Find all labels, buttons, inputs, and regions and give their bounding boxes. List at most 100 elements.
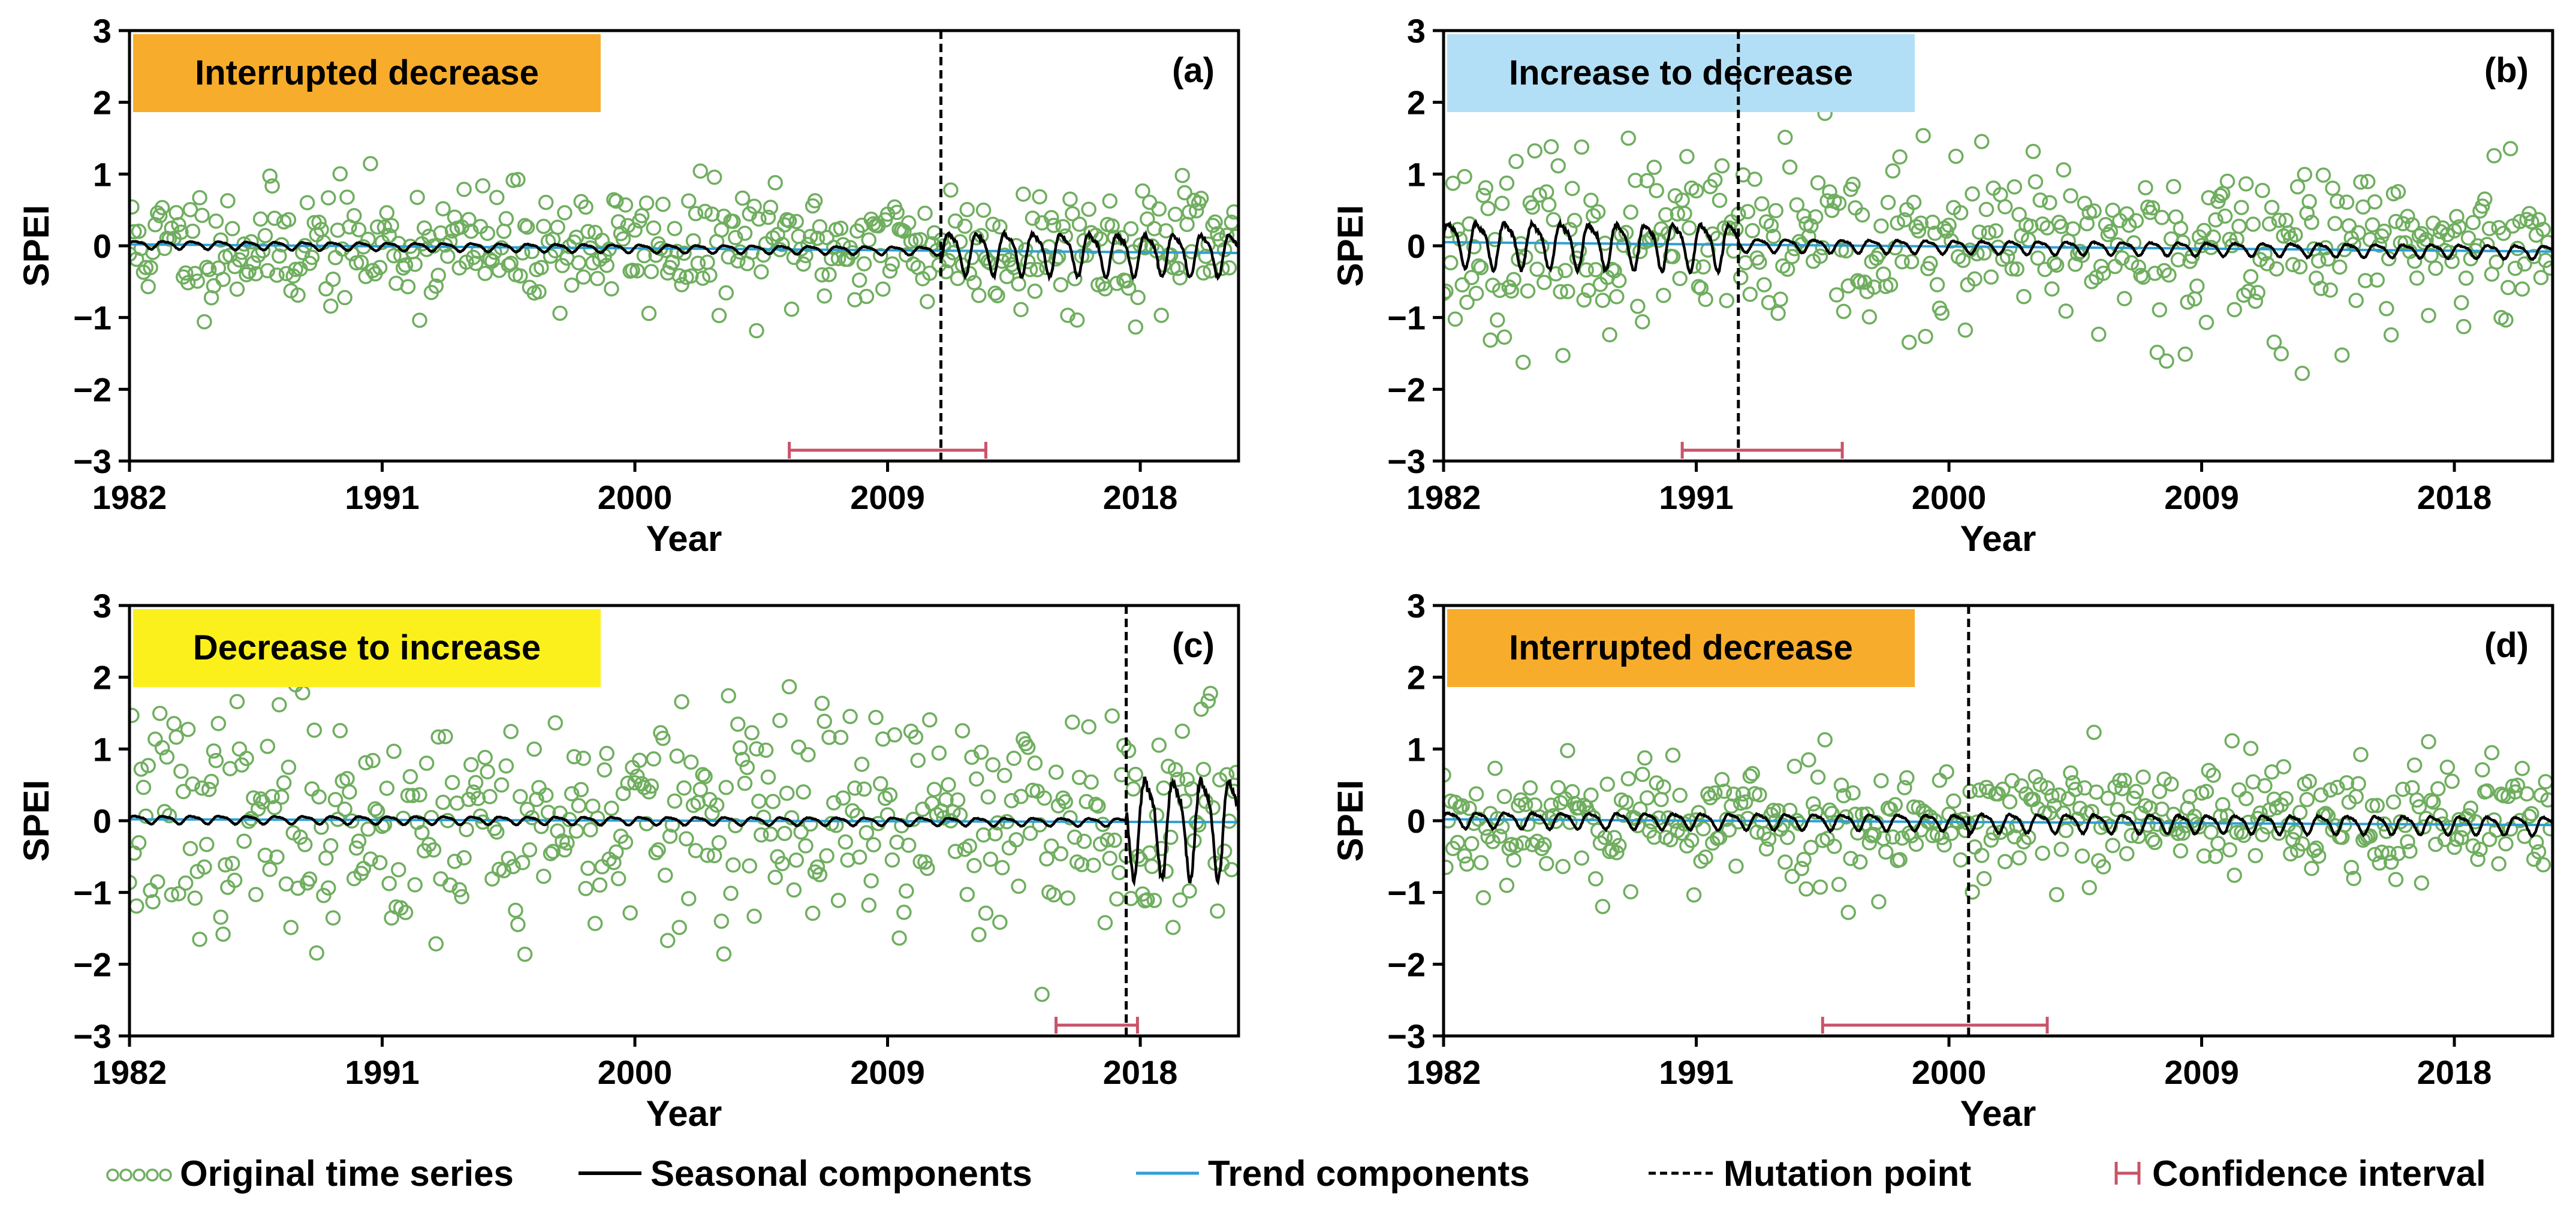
data-point <box>2257 778 2273 794</box>
data-point <box>297 837 313 852</box>
data-point <box>580 224 596 240</box>
data-point <box>805 905 821 921</box>
data-point <box>1492 829 1508 844</box>
data-point <box>1140 211 1155 227</box>
data-point <box>835 237 851 252</box>
data-point <box>1527 143 1542 159</box>
data-point <box>1595 899 1611 914</box>
data-point <box>856 781 872 797</box>
data-point <box>2460 230 2476 246</box>
data-point <box>1782 159 1798 175</box>
data-point <box>2376 223 2392 239</box>
data-point <box>1039 851 1054 867</box>
data-point <box>1639 173 1655 189</box>
data-point <box>393 900 409 916</box>
data-point <box>1683 832 1700 848</box>
data-point <box>2086 203 2102 219</box>
data-point <box>1658 207 1674 223</box>
data-point <box>2222 842 2238 858</box>
seasonal-line <box>1444 218 2553 276</box>
y-tick-label: 1 <box>1407 730 1426 768</box>
data-point <box>2444 773 2460 789</box>
data-point <box>1737 794 1754 810</box>
data-point <box>171 217 186 233</box>
data-point <box>858 825 875 841</box>
data-point <box>1988 223 2003 239</box>
data-point <box>1125 781 1141 797</box>
data-point <box>742 858 758 874</box>
y-tick-label: 2 <box>93 84 112 122</box>
data-point <box>348 255 364 271</box>
data-point <box>751 793 767 809</box>
data-point <box>1046 218 1062 233</box>
data-point <box>781 213 797 228</box>
data-point <box>973 744 989 760</box>
data-point <box>1646 159 1662 175</box>
data-point <box>754 827 769 843</box>
data-point <box>1756 277 1772 293</box>
data-point <box>150 874 165 890</box>
data-point <box>2264 200 2280 215</box>
data-point <box>272 697 287 713</box>
data-point <box>578 199 593 215</box>
data-point <box>252 211 269 227</box>
data-point <box>2170 252 2186 268</box>
data-point <box>2310 253 2327 269</box>
data-point <box>674 277 689 293</box>
data-point <box>1828 287 1845 303</box>
plot-area <box>1444 724 2553 920</box>
data-point <box>1944 826 1959 841</box>
data-point <box>342 784 357 800</box>
data-point <box>809 230 825 246</box>
data-point <box>1457 848 1472 864</box>
data-point <box>264 788 280 805</box>
data-point <box>194 207 210 223</box>
data-point <box>2126 790 2142 806</box>
data-point <box>1770 305 1786 321</box>
data-point <box>1670 206 1686 222</box>
data-point <box>695 270 710 286</box>
data-point <box>2416 819 2432 835</box>
data-point <box>2149 345 2165 360</box>
panel-d: Interrupted decrease (d) −3 −2 −1 0 1 2 3 1982 199… <box>1330 587 2554 1134</box>
data-point <box>887 727 903 743</box>
data-point <box>152 706 168 721</box>
data-point <box>2213 188 2228 204</box>
data-point <box>1550 158 1566 174</box>
legend-original: Original time series <box>106 1153 514 1194</box>
data-point <box>534 818 549 835</box>
data-point <box>1504 283 1519 299</box>
data-point <box>667 793 683 809</box>
data-point <box>210 716 227 731</box>
data-point <box>1462 800 1477 817</box>
data-point <box>475 178 491 194</box>
data-point <box>1672 787 1688 803</box>
data-point <box>2030 250 2046 266</box>
data-point <box>2430 781 2446 797</box>
data-point <box>381 228 397 243</box>
data-point <box>2196 848 2212 864</box>
y-tick-label: −2 <box>1387 370 1426 408</box>
y-tick-label: 1 <box>93 730 112 768</box>
data-point <box>1583 787 1599 803</box>
data-point <box>882 787 898 803</box>
y-axis-label: SPEI <box>16 205 56 287</box>
data-point <box>2100 790 2116 806</box>
data-point <box>402 769 418 785</box>
panel-letter: (d) <box>2484 626 2529 665</box>
data-point <box>1997 199 2013 215</box>
data-point <box>610 870 626 887</box>
data-point <box>1459 856 1475 872</box>
data-point <box>858 288 875 305</box>
data-point <box>391 861 406 878</box>
data-point <box>250 248 266 263</box>
data-point <box>405 788 421 803</box>
data-point <box>985 216 1001 232</box>
data-point <box>2261 216 2277 232</box>
data-point <box>1109 891 1125 907</box>
data-point <box>2310 848 2327 864</box>
data-point <box>854 757 870 772</box>
data-point <box>728 230 743 246</box>
data-point <box>498 758 514 774</box>
data-point <box>1635 314 1650 330</box>
